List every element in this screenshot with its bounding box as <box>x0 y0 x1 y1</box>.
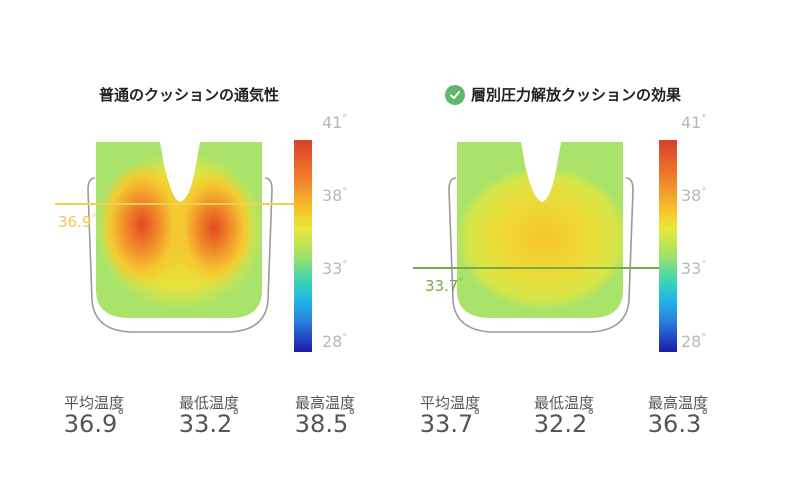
average-marker-label: 33.7° <box>425 277 464 295</box>
average-temp-label: 平均温度 <box>63 394 124 412</box>
scale-tick: 38° <box>681 186 707 205</box>
max-temp-label: 最高温度 <box>294 394 355 412</box>
scale-tick: 41° <box>681 113 707 132</box>
average-temp-value: 36.9° <box>63 408 125 438</box>
max-temp-label: 最高温度 <box>647 394 708 412</box>
temperature-scale-bar <box>294 140 312 352</box>
scale-tick: 41° <box>322 113 348 132</box>
average-temp-value: 33.7° <box>419 408 481 438</box>
panel-title: 層別圧力解放クッションの効果 <box>445 84 681 105</box>
panel-standard-cushion: 普通のクッションの通気性 36 <box>55 86 356 438</box>
panel-title: 普通のクッションの通気性 <box>99 86 280 104</box>
seat-outline <box>448 177 634 333</box>
scale-tick: 38° <box>322 186 348 205</box>
scale-tick: 28° <box>681 332 707 351</box>
average-temp-label: 平均温度 <box>419 394 480 412</box>
scale-tick: 33° <box>681 259 707 278</box>
min-temp-value: 32.2° <box>533 408 595 438</box>
scale-tick: 28° <box>322 332 348 351</box>
panel-pressure-relief-cushion: 層別圧力解放クッションの効果 33.7° 41° 38° 33° 28° 平均温… <box>395 0 790 489</box>
scale-tick: 33° <box>322 259 348 278</box>
min-temp-label: 最低温度 <box>178 394 239 412</box>
heatmap-standard-cushion <box>55 142 294 333</box>
seat-outline <box>87 177 273 333</box>
temperature-scale-bar <box>659 140 677 352</box>
heatmap-pressure-relief-cushion <box>413 142 659 333</box>
min-temp-label: 最低温度 <box>533 394 594 412</box>
min-temp-value: 33.2° <box>178 408 240 438</box>
max-temp-value: 38.5° <box>294 408 356 438</box>
max-temp-value: 36.3° <box>647 408 709 438</box>
check-circle-icon <box>445 84 465 105</box>
average-marker-label: 36.9° <box>58 213 97 231</box>
